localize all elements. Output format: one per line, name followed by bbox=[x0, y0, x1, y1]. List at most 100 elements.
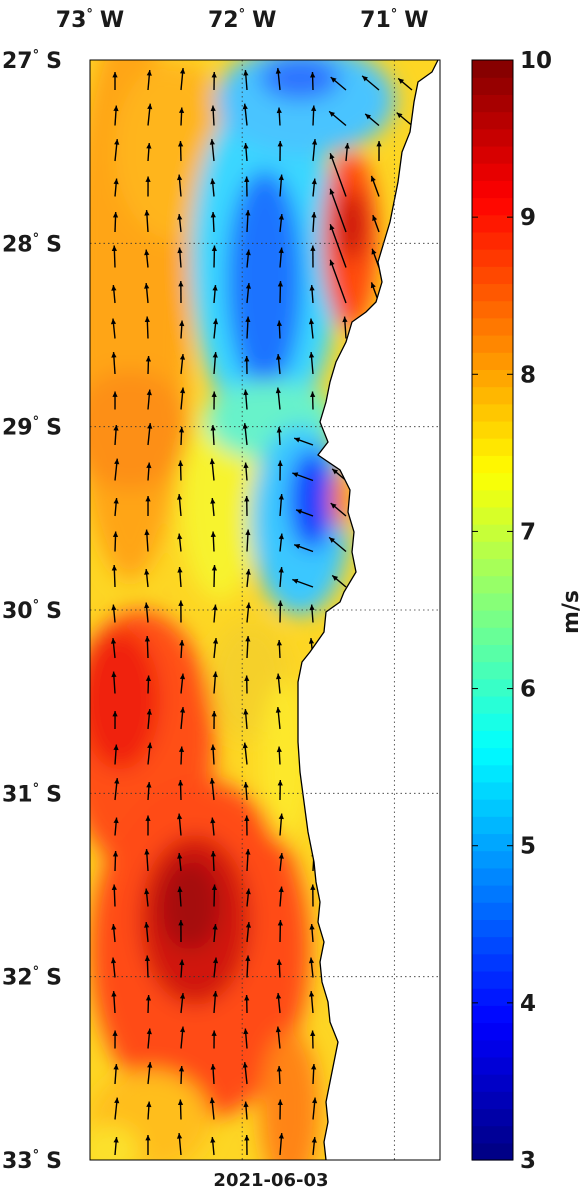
longitude-tick-label: 72° W bbox=[208, 7, 276, 33]
map-gridlines bbox=[90, 60, 440, 1160]
colorbar-band bbox=[472, 231, 513, 250]
wind-arrow bbox=[343, 675, 349, 694]
wind-arrow bbox=[210, 178, 216, 197]
wind-arrow bbox=[245, 209, 251, 233]
colorbar-band bbox=[472, 403, 513, 422]
wind-arrow bbox=[375, 600, 382, 623]
wind-arrow bbox=[210, 1063, 216, 1085]
wind-arrow bbox=[212, 638, 219, 659]
wind-arrow bbox=[210, 105, 216, 126]
wind-arrow bbox=[245, 249, 251, 268]
wind-arrow bbox=[177, 214, 183, 233]
wind-arrow bbox=[329, 259, 347, 304]
wind-arrow bbox=[242, 1062, 248, 1085]
wind-arrow bbox=[409, 710, 416, 730]
colorbar-tick-label: 6 bbox=[520, 677, 536, 703]
wind-arrow bbox=[278, 853, 284, 872]
wind-arrow bbox=[329, 188, 347, 233]
wind-arrow bbox=[146, 462, 152, 481]
wind-arrow bbox=[407, 139, 414, 162]
wind-arrow bbox=[277, 600, 283, 623]
wind-arrow bbox=[243, 462, 249, 481]
wind-arrow bbox=[397, 77, 413, 91]
wind-arrow bbox=[342, 635, 348, 659]
wind-arrow bbox=[275, 993, 282, 1014]
wind-arrow bbox=[146, 781, 152, 801]
wind-arrow bbox=[114, 458, 120, 481]
colorbar-band bbox=[472, 163, 513, 181]
latitude-tick-label: 33° S bbox=[2, 1148, 62, 1174]
latitude-tick-label: 28° S bbox=[2, 231, 62, 257]
latitude-tick-label: 31° S bbox=[2, 781, 62, 807]
wind-arrow bbox=[310, 884, 316, 907]
colorbar-band bbox=[472, 627, 513, 645]
wind-arrow bbox=[311, 744, 317, 765]
colorbar-band bbox=[472, 592, 513, 611]
wind-arrow bbox=[311, 1137, 317, 1156]
wind-arrow bbox=[210, 744, 216, 765]
colorbar-band bbox=[472, 1108, 513, 1127]
wind-arrow bbox=[111, 604, 117, 623]
wind-arrow bbox=[409, 884, 415, 907]
wind-arrow bbox=[405, 285, 413, 304]
colorbar-band bbox=[472, 300, 513, 319]
wind-arrow bbox=[146, 1028, 152, 1049]
colorbar-band bbox=[472, 1022, 513, 1041]
colorbar-band bbox=[472, 541, 513, 560]
longitude-tick-label: 73° W bbox=[56, 7, 124, 33]
colorbar-band bbox=[472, 644, 513, 663]
wind-arrow bbox=[144, 569, 150, 588]
wind-arrow bbox=[376, 779, 382, 801]
wind-arrow bbox=[244, 1134, 250, 1156]
colorbar-band bbox=[472, 970, 513, 989]
colorbar-band bbox=[472, 1056, 513, 1075]
wind-arrow bbox=[276, 746, 282, 765]
wind-arrow bbox=[177, 886, 183, 907]
wind-arrow bbox=[145, 355, 152, 375]
wind-arrow bbox=[147, 742, 153, 765]
longitude-labels: 73° W 72° W 71° W bbox=[56, 7, 429, 33]
wind-arrow bbox=[177, 247, 183, 268]
wind-arrow bbox=[244, 994, 250, 1014]
wind-arrow bbox=[144, 283, 150, 304]
wind-arrow bbox=[178, 140, 184, 162]
wind-arrow bbox=[144, 316, 150, 339]
colorbar-tick-label: 7 bbox=[520, 519, 536, 545]
wind-arrow bbox=[275, 707, 281, 730]
wind-arrow bbox=[111, 884, 117, 907]
colorbar-band bbox=[472, 283, 513, 302]
wind-arrow bbox=[144, 955, 151, 978]
wind-arrow bbox=[244, 815, 250, 836]
wind-arrow bbox=[371, 248, 380, 268]
wind-arrow bbox=[147, 1062, 153, 1085]
colorbar-band bbox=[472, 128, 513, 147]
wind-arrow bbox=[308, 352, 315, 375]
wind-arrow bbox=[176, 813, 183, 836]
latitude-tick-label: 30° S bbox=[2, 598, 62, 624]
colorbar-band bbox=[472, 919, 513, 938]
wind-arrow bbox=[144, 210, 150, 233]
wind-arrow bbox=[177, 533, 183, 552]
colorbar-band bbox=[472, 885, 513, 903]
wind-arrow bbox=[113, 424, 119, 446]
latitude-labels: 27° S 28° S 29° S 30° S 31° S 32° S 33° S bbox=[2, 48, 62, 1174]
wind-arrow bbox=[341, 922, 348, 943]
colorbar-band bbox=[472, 455, 513, 474]
wind-arrow bbox=[343, 815, 350, 836]
wind-arrow bbox=[310, 71, 316, 91]
colorbar-band bbox=[472, 214, 513, 233]
wind-arrow bbox=[310, 245, 316, 268]
wind-arrow bbox=[278, 533, 284, 552]
colorbar-band bbox=[472, 1005, 513, 1024]
wind-arrow bbox=[330, 76, 347, 91]
wind-arrow bbox=[244, 176, 250, 197]
colorbar: 3 4 5 6 7 8 9 10 m/s bbox=[471, 48, 584, 1174]
wind-arrow bbox=[329, 224, 347, 268]
colorbar-band bbox=[472, 575, 513, 594]
wind-arrow bbox=[410, 318, 417, 339]
wind-arrow bbox=[144, 249, 150, 268]
wind-arrow bbox=[145, 815, 151, 836]
colorbar-tick-label: 10 bbox=[520, 48, 552, 74]
wind-arrow bbox=[178, 1065, 185, 1085]
colorbar-band bbox=[472, 1039, 513, 1058]
